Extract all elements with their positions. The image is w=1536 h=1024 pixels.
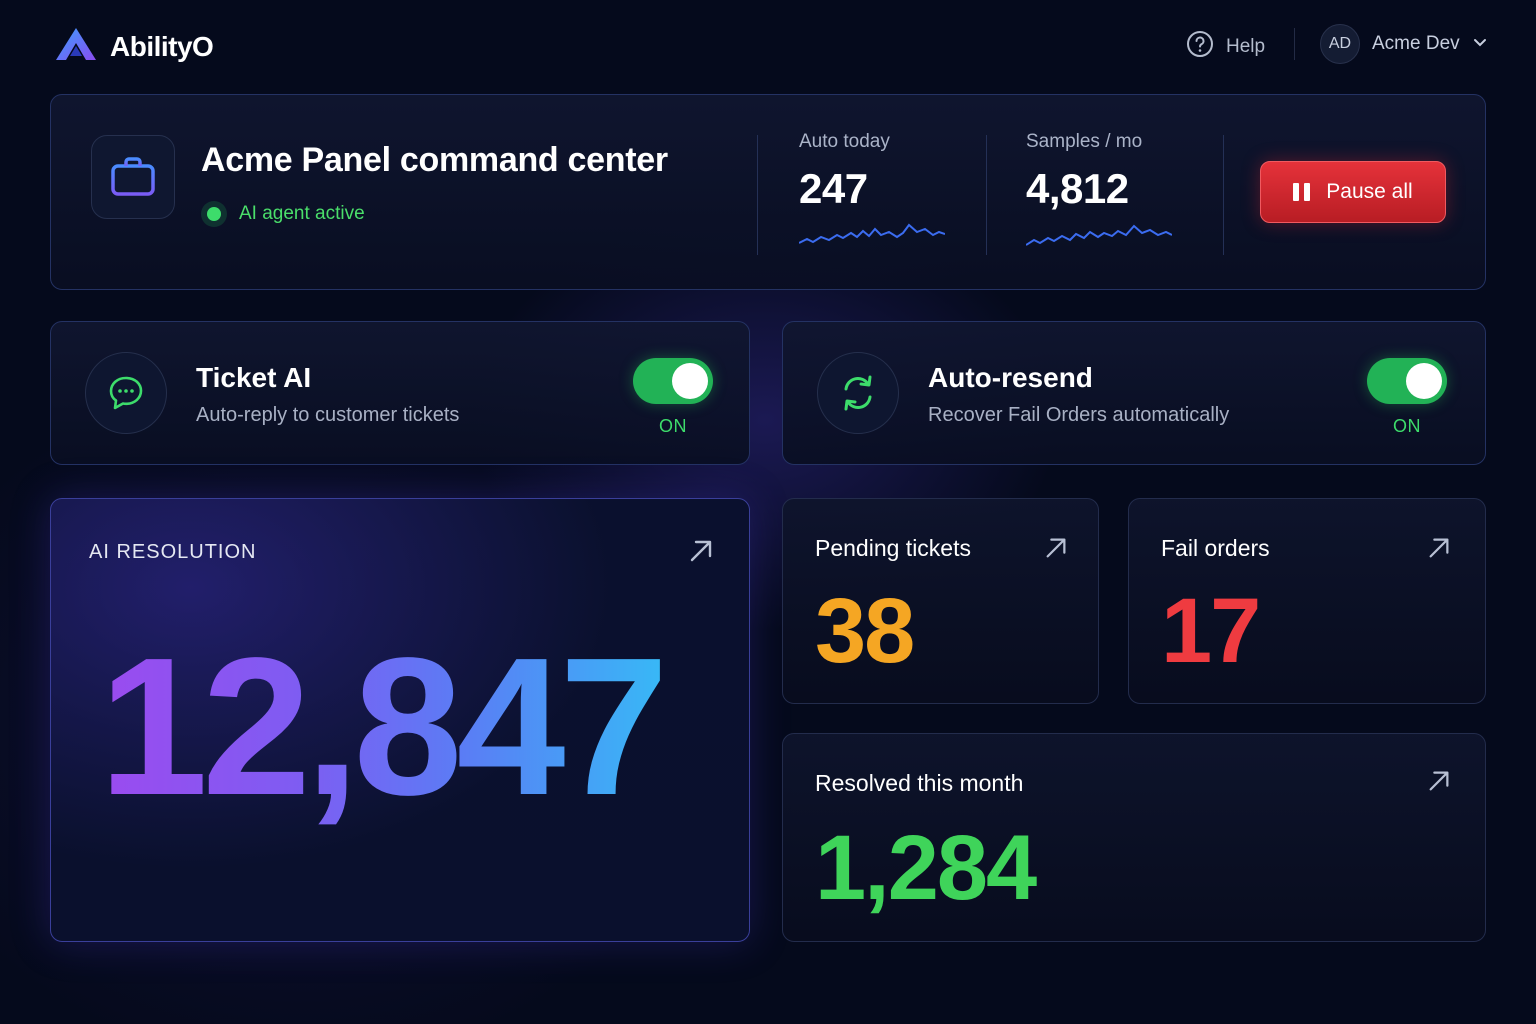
stat-auto-today: Auto today 247: [799, 131, 890, 213]
help-label: Help: [1226, 36, 1266, 57]
ticket-ai-card: Ticket AI Auto-reply to customer tickets…: [50, 321, 750, 465]
fail-orders-card[interactable]: Fail orders 17: [1128, 498, 1486, 704]
ai-resolution-value: 12,847: [99, 617, 668, 836]
stat-samples: Samples / mo 4,812: [1026, 131, 1142, 213]
page-title: Acme Panel command center: [201, 141, 668, 179]
stat-divider: [1223, 135, 1224, 255]
avatar: AD: [1320, 24, 1360, 64]
pending-tickets-card[interactable]: Pending tickets 38: [782, 498, 1099, 704]
ai-resolution-label: AI RESOLUTION: [89, 541, 257, 563]
nav-divider: [1294, 28, 1295, 60]
auto-resend-subtitle: Recover Fail Orders automatically: [928, 404, 1230, 426]
stat-value: 4,812: [1026, 165, 1129, 212]
user-menu[interactable]: AD Acme Dev: [1320, 24, 1488, 64]
brand[interactable]: AbilityO: [54, 26, 214, 67]
briefcase-icon: [91, 135, 175, 219]
pause-all-button[interactable]: Pause all: [1260, 161, 1446, 223]
auto-resend-toggle[interactable]: [1367, 358, 1447, 404]
status-dot: [201, 201, 227, 227]
pause-icon: [1293, 183, 1311, 201]
ticket-ai-toggle[interactable]: [633, 358, 713, 404]
fail-orders-title: Fail orders: [1161, 535, 1270, 561]
pending-tickets-value: 38: [815, 580, 915, 682]
brand-name: AbilityO: [110, 30, 214, 62]
ai-resolution-card[interactable]: AI RESOLUTION 12,847: [50, 498, 750, 942]
ticket-ai-subtitle: Auto-reply to customer tickets: [196, 404, 460, 426]
stat-divider: [986, 135, 987, 255]
help-link[interactable]: Help: [1186, 30, 1265, 64]
stat-divider: [757, 135, 758, 255]
resolved-month-value: 1,284: [815, 817, 1037, 919]
stat-label: Auto today: [799, 131, 890, 152]
command-center-card: Acme Panel command center AI agent activ…: [50, 94, 1486, 290]
arrow-up-right-icon[interactable]: [1426, 535, 1452, 566]
resolved-month-title: Resolved this month: [815, 770, 1024, 796]
stat-label: Samples / mo: [1026, 131, 1143, 152]
resolved-month-card[interactable]: Resolved this month 1,284: [782, 733, 1486, 942]
sparkline-auto-today: [799, 223, 945, 244]
arrow-up-right-icon[interactable]: [1426, 768, 1452, 799]
user-name: Acme Dev: [1372, 33, 1460, 54]
top-bar: AbilityO Help AD Acme Dev: [0, 0, 1536, 90]
auto-resend-title: Auto-resend: [928, 362, 1093, 393]
sparkline-samples: [1026, 224, 1172, 246]
auto-resend-card: Auto-resend Recover Fail Orders automati…: [782, 321, 1486, 465]
chat-icon: [85, 352, 167, 434]
help-icon: [1186, 30, 1214, 64]
chevron-down-icon: [1472, 34, 1488, 55]
arrow-up-right-icon[interactable]: [1043, 535, 1069, 566]
auto-resend-state: ON: [1393, 416, 1421, 436]
agent-status: AI agent active: [201, 201, 365, 227]
fail-orders-value: 17: [1161, 580, 1261, 682]
arrow-up-right-icon[interactable]: [687, 537, 715, 570]
pending-tickets-title: Pending tickets: [815, 535, 971, 561]
agent-status-label: AI agent active: [239, 203, 365, 224]
pause-all-label: Pause all: [1326, 180, 1413, 203]
ticket-ai-state: ON: [659, 416, 687, 436]
ticket-ai-title: Ticket AI: [196, 362, 312, 393]
logo-icon: [54, 26, 98, 67]
refresh-icon: [817, 352, 899, 434]
stat-value: 247: [799, 165, 868, 212]
